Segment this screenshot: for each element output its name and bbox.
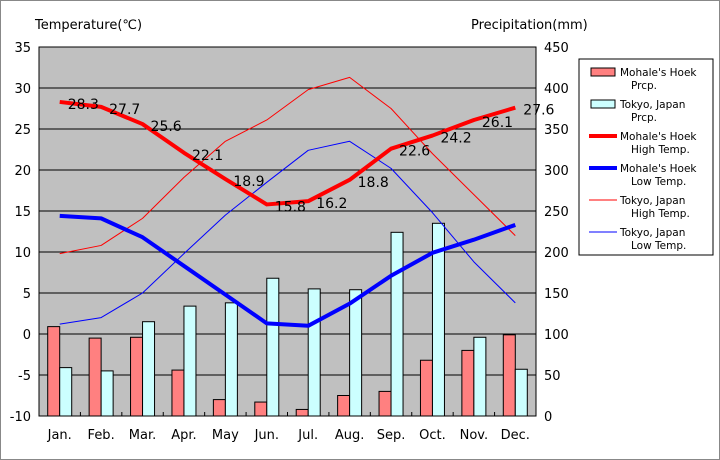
y-tick-left: 5 <box>23 287 31 302</box>
legend-swatch <box>590 99 616 109</box>
x-tick-label: Aug. <box>335 428 365 443</box>
precip-bar <box>183 305 197 417</box>
precip-bar <box>461 349 475 417</box>
precip-bar <box>47 326 61 417</box>
precip-bar <box>337 395 351 417</box>
y-tick-left: 0 <box>23 328 31 343</box>
precip-bar <box>419 359 433 417</box>
legend-label: Prcp. <box>631 80 657 92</box>
precip-bar <box>212 399 226 417</box>
precip-bar <box>502 334 516 417</box>
data-label: 18.9 <box>233 174 264 190</box>
temp-line <box>59 76 516 255</box>
data-label: 26.1 <box>482 115 513 131</box>
x-tick-label: Jan. <box>47 428 72 443</box>
precip-bar <box>473 336 487 417</box>
precip-bar <box>295 408 309 417</box>
precip-bar <box>59 367 73 417</box>
x-tick-label: Jul. <box>297 428 318 443</box>
legend-label: Tokyo, Japan <box>619 195 685 207</box>
precip-bar <box>88 337 102 417</box>
precip-bar <box>100 370 114 417</box>
y-tick-left: 20 <box>14 164 31 179</box>
x-tick-label: Jun. <box>254 428 279 443</box>
x-tick-label: Feb. <box>88 428 115 443</box>
x-tick-label: May <box>212 428 239 443</box>
y-axis-label-right: Precipitation(mm) <box>471 18 588 33</box>
y-tick-right: 450 <box>544 41 569 56</box>
data-label: 28.3 <box>68 97 99 113</box>
x-tick-label: Apr. <box>171 428 196 443</box>
legend-swatch <box>590 67 616 77</box>
legend-label: Mohale's Hoek <box>620 163 697 175</box>
y-tick-left: -5 <box>18 369 31 384</box>
temp-line <box>59 99 516 207</box>
y-tick-right: 100 <box>544 328 569 343</box>
temp-line <box>59 140 516 325</box>
legend-label: Tokyo, Japan <box>619 99 685 111</box>
precip-bar <box>307 288 321 417</box>
data-label: 25.6 <box>151 119 182 135</box>
precip-bar <box>130 336 144 417</box>
precip-bar <box>171 369 185 417</box>
y-tick-left: 25 <box>14 123 31 138</box>
y-tick-right: 50 <box>544 369 561 384</box>
precip-bar <box>349 289 363 417</box>
y-tick-right: 250 <box>544 205 569 220</box>
legend-label: Mohale's Hoek <box>620 131 697 143</box>
y-tick-right: 200 <box>544 246 569 261</box>
legend-label: Mohale's Hoek <box>620 67 697 79</box>
temp-line <box>59 213 516 328</box>
x-tick-label: Dec. <box>501 428 530 443</box>
legend-label: Prcp. <box>631 112 657 124</box>
precip-bar <box>378 390 392 417</box>
data-label: 27.6 <box>523 103 554 119</box>
y-tick-right: 150 <box>544 287 569 302</box>
y-axis-label-left: Temperature(℃) <box>34 18 142 33</box>
precip-bar <box>514 368 528 417</box>
x-tick-label: Sep. <box>377 428 406 443</box>
data-label: 18.8 <box>358 175 389 191</box>
legend-label: High Temp. <box>631 208 690 220</box>
y-tick-right: 300 <box>544 164 569 179</box>
x-tick-label: Oct. <box>419 428 446 443</box>
data-label: 22.1 <box>192 148 223 164</box>
y-tick-right: 400 <box>544 82 569 97</box>
data-label: 16.2 <box>316 196 347 212</box>
y-tick-right: 350 <box>544 123 569 138</box>
precip-bar <box>224 302 238 417</box>
y-tick-left: 15 <box>14 205 31 220</box>
precip-bar <box>142 321 156 417</box>
y-tick-left: 10 <box>14 246 31 261</box>
y-tick-left: 30 <box>14 82 31 97</box>
x-tick-label: Mar. <box>129 428 156 443</box>
data-label: 27.7 <box>109 102 140 118</box>
legend-label: Tokyo, Japan <box>619 227 685 239</box>
data-label: 24.2 <box>440 131 471 147</box>
precip-bar <box>431 222 445 417</box>
y-tick-left: 35 <box>14 41 31 56</box>
y-tick-right: 0 <box>544 410 552 425</box>
data-label: 15.8 <box>275 199 306 215</box>
precip-bar <box>390 231 404 417</box>
legend-box <box>578 58 714 256</box>
legend-label: Low Temp. <box>631 240 686 252</box>
data-label: 22.6 <box>399 144 430 160</box>
legend-label: Low Temp. <box>631 176 686 188</box>
y-tick-left: -10 <box>10 410 31 425</box>
x-tick-label: Nov. <box>460 428 489 443</box>
precip-bar <box>266 277 280 417</box>
precip-bar <box>254 401 268 417</box>
legend-label: High Temp. <box>631 144 690 156</box>
